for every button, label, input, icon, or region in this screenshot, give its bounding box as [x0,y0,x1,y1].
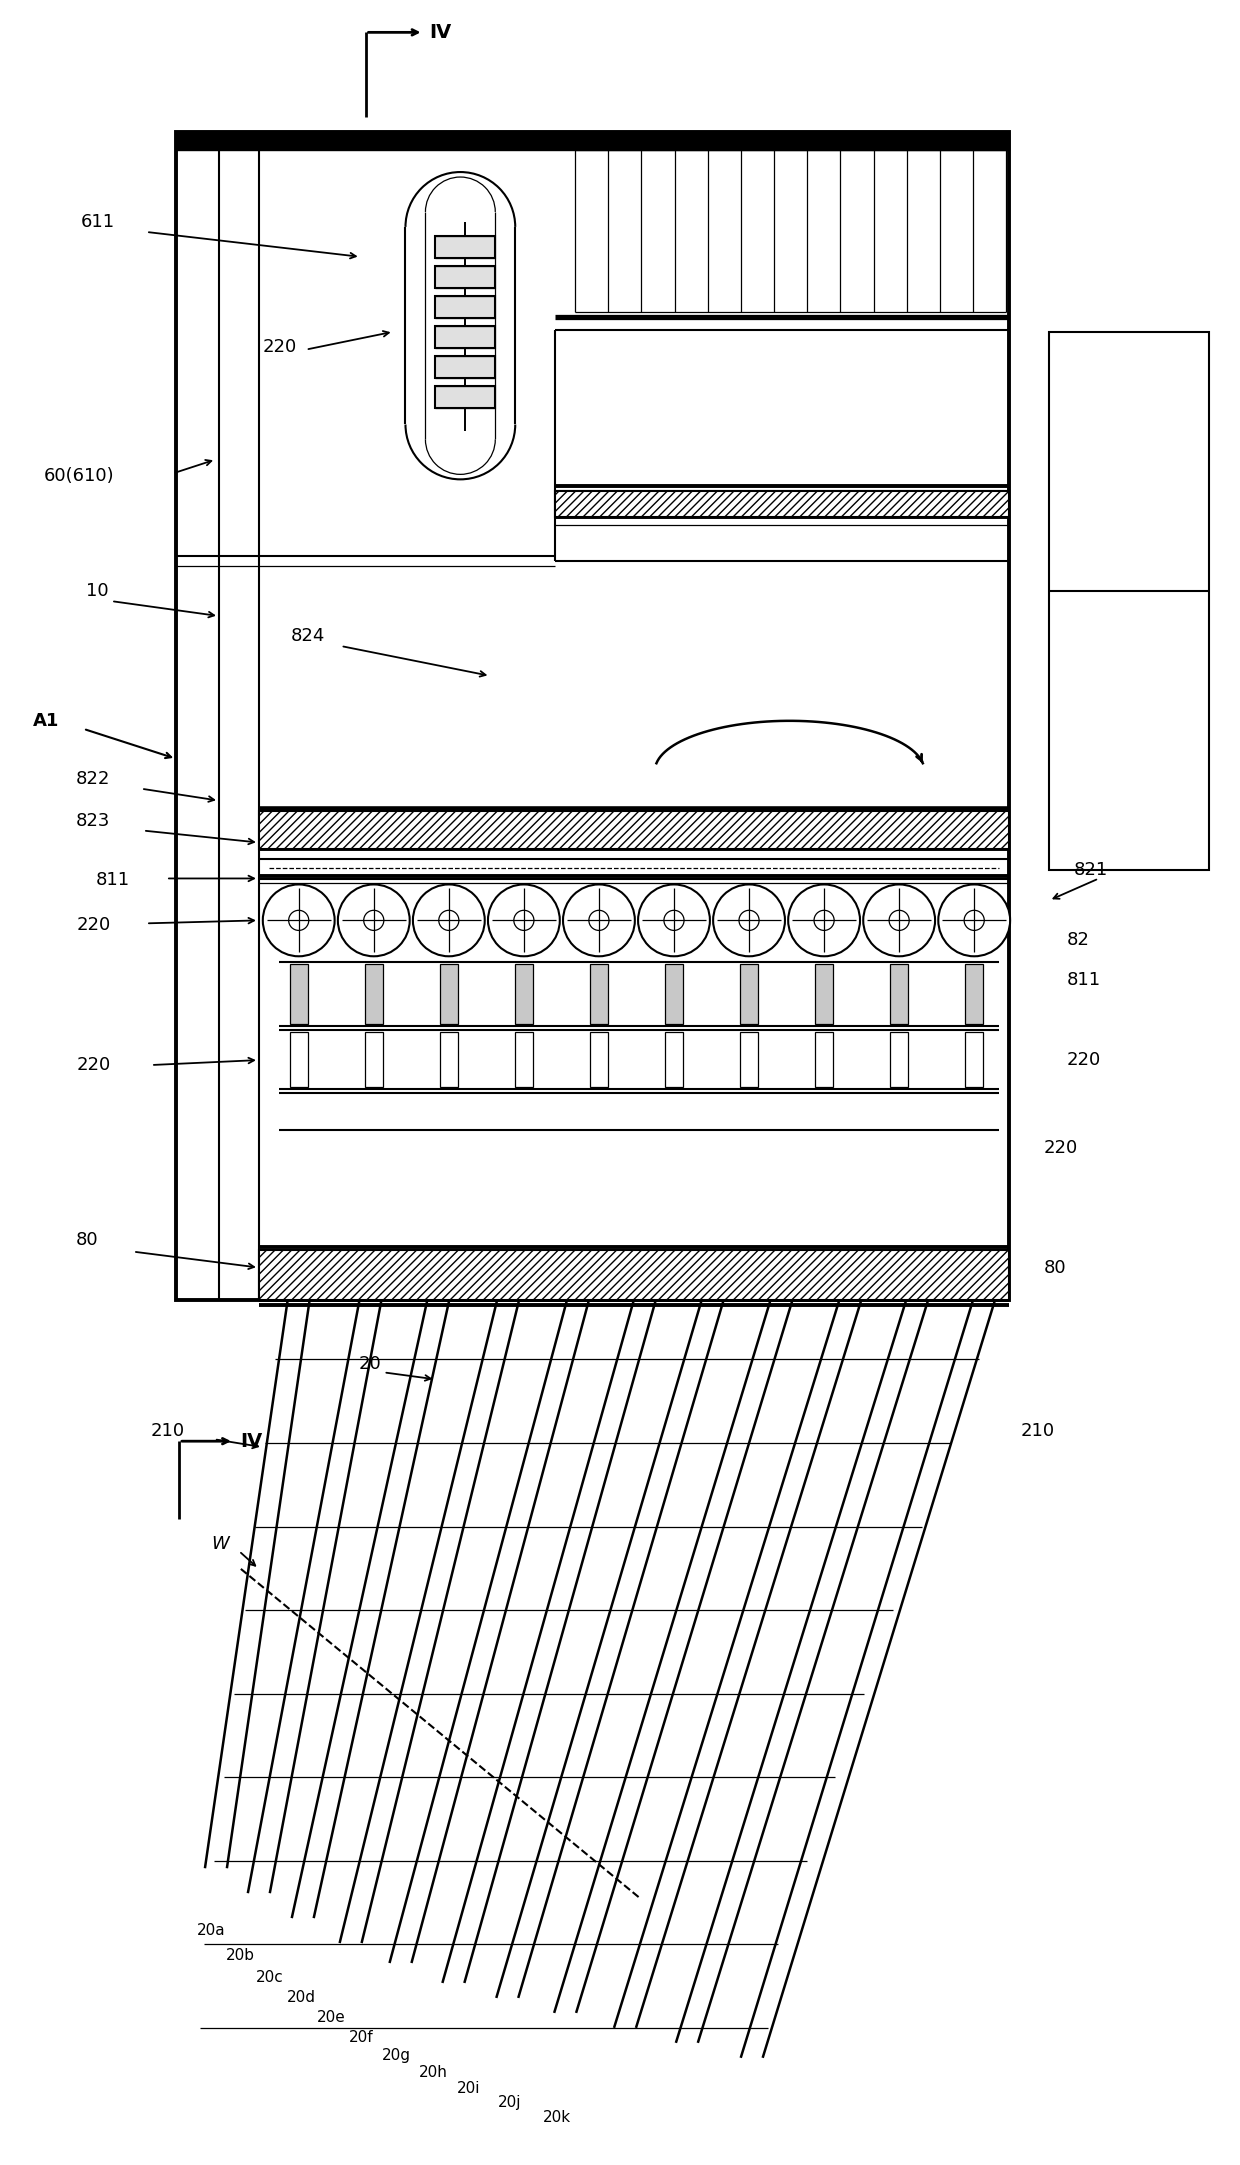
Bar [290,1033,308,1087]
Circle shape [563,885,635,957]
Text: 220: 220 [1066,1050,1101,1070]
Bar [665,1033,683,1087]
Text: 20j: 20j [498,2096,522,2109]
Circle shape [589,909,609,931]
Circle shape [363,909,384,931]
Text: 20f: 20f [348,2031,373,2046]
Circle shape [289,909,309,931]
Circle shape [889,909,909,931]
Text: 20: 20 [358,1355,382,1373]
Circle shape [739,909,759,931]
Text: 20c: 20c [255,1970,284,1985]
Bar [1049,331,1209,870]
Circle shape [337,885,409,957]
Bar [556,491,1009,517]
Text: IV: IV [239,1431,262,1451]
Circle shape [413,885,485,957]
Bar [365,1033,383,1087]
Circle shape [439,909,459,931]
Bar [176,132,1009,1299]
Text: 82: 82 [1066,931,1090,948]
Bar [435,325,495,349]
Text: 822: 822 [76,771,110,788]
Bar [815,963,833,1024]
Circle shape [263,885,335,957]
Text: 20e: 20e [316,2009,346,2024]
Text: A1: A1 [33,712,60,730]
Text: 220: 220 [1044,1139,1079,1156]
Bar [740,963,758,1024]
Bar [176,132,1009,149]
Bar [965,963,983,1024]
Circle shape [663,909,684,931]
Circle shape [713,885,785,957]
Bar [259,1249,1009,1299]
Text: 80: 80 [1044,1258,1066,1277]
Bar [259,810,1009,849]
Bar [440,1033,458,1087]
Bar [890,1033,908,1087]
Text: 20b: 20b [226,1948,255,1964]
Circle shape [513,909,534,931]
Bar [365,963,383,1024]
Text: IV: IV [429,24,451,41]
Bar [590,963,608,1024]
Text: 220: 220 [76,916,110,935]
Circle shape [863,885,935,957]
Circle shape [489,885,559,957]
Text: 824: 824 [290,628,325,645]
Bar [965,1033,983,1087]
Bar [515,963,533,1024]
Text: 20d: 20d [286,1990,316,2005]
Text: 821: 821 [1074,862,1109,879]
Text: 20k: 20k [543,2109,572,2124]
Text: 60(610): 60(610) [43,468,114,485]
Text: 80: 80 [76,1230,99,1249]
Bar [515,1033,533,1087]
Text: 20i: 20i [458,2081,481,2096]
Text: 210: 210 [151,1422,185,1440]
Text: 220: 220 [76,1057,110,1074]
Bar [590,1033,608,1087]
Text: 823: 823 [76,812,110,829]
Bar [435,297,495,318]
Circle shape [965,909,985,931]
Bar [740,1033,758,1087]
Text: 20g: 20g [382,2048,410,2063]
Bar [435,385,495,407]
Bar [665,963,683,1024]
Text: 20a: 20a [197,1923,226,1938]
Text: 210: 210 [1021,1422,1055,1440]
Bar [440,963,458,1024]
Text: 20h: 20h [418,2065,448,2081]
Bar [435,236,495,258]
Bar [290,963,308,1024]
Text: W: W [211,1535,228,1552]
Text: 10: 10 [87,582,109,600]
Circle shape [639,885,711,957]
Bar [435,355,495,377]
Bar [890,963,908,1024]
Text: 811: 811 [1066,972,1101,989]
Circle shape [813,909,835,931]
Circle shape [939,885,1011,957]
Circle shape [789,885,861,957]
Bar [815,1033,833,1087]
Text: 611: 611 [81,212,115,232]
Text: 220: 220 [263,338,298,355]
Bar [435,266,495,288]
Text: 811: 811 [97,872,130,890]
